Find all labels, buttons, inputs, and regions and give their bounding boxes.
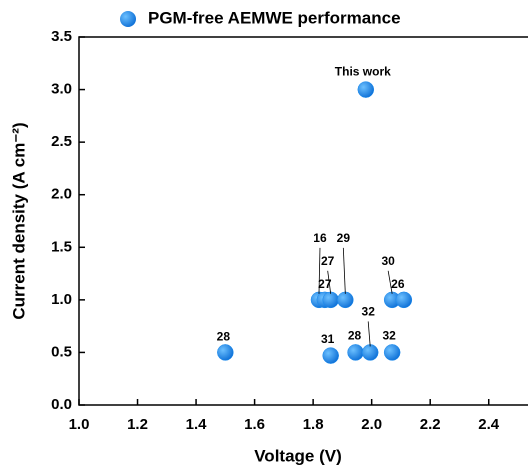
y-axis-title: Current density (A cm⁻²) xyxy=(9,122,28,319)
leader-line xyxy=(327,270,332,294)
x-tick-label: 1.4 xyxy=(186,416,208,433)
legend-marker xyxy=(120,11,136,27)
y-tick-label: 0.0 xyxy=(51,396,72,413)
leader-line xyxy=(367,321,371,347)
point-label: 28 xyxy=(348,329,362,343)
point-label: 27 xyxy=(318,277,332,291)
y-tick-label: 1.0 xyxy=(51,291,72,308)
legend-label: PGM-free AEMWE performance xyxy=(148,8,401,27)
x-tick-label: 1.6 xyxy=(244,416,265,433)
point-label: 32 xyxy=(382,329,396,343)
point-label: 16 xyxy=(313,231,327,245)
leader-line xyxy=(387,270,393,294)
leader-line xyxy=(318,247,321,294)
x-tick-label: 1.0 xyxy=(69,416,90,433)
point-label: 27 xyxy=(321,254,335,268)
point-label: 30 xyxy=(381,254,395,268)
y-tick-label: 1.5 xyxy=(51,238,72,255)
scatter-point xyxy=(361,344,379,361)
y-tick-label: 3.5 xyxy=(51,28,72,45)
point-label: 28 xyxy=(217,330,231,344)
x-tick-label: 1.2 xyxy=(127,416,148,433)
y-tick-label: 3.0 xyxy=(51,81,72,98)
scatter-point xyxy=(383,344,401,361)
x-axis-title: Voltage (V) xyxy=(254,446,342,465)
x-tick-label: 2.2 xyxy=(420,416,441,433)
point-label: 26 xyxy=(391,277,405,291)
scatter-point xyxy=(217,344,234,361)
y-tick-label: 0.5 xyxy=(51,343,72,360)
scatter-point xyxy=(395,291,413,309)
scatter-point xyxy=(357,81,375,98)
point-label: This work xyxy=(335,65,391,79)
point-label: 32 xyxy=(362,305,376,319)
plot-frame xyxy=(78,36,528,406)
point-label: 29 xyxy=(337,231,351,245)
scatter-point xyxy=(322,347,339,364)
x-tick-label: 2.4 xyxy=(478,416,500,433)
scatter-point xyxy=(347,344,364,361)
x-tick-label: 1.8 xyxy=(303,416,324,433)
x-tick-label: 2.0 xyxy=(361,416,382,433)
scatter-point xyxy=(322,291,339,309)
y-tick-label: 2.5 xyxy=(51,133,72,150)
point-label: 31 xyxy=(321,332,335,346)
leader-line xyxy=(342,247,346,294)
scatter-point xyxy=(337,291,354,309)
y-tick-label: 2.0 xyxy=(51,186,72,203)
